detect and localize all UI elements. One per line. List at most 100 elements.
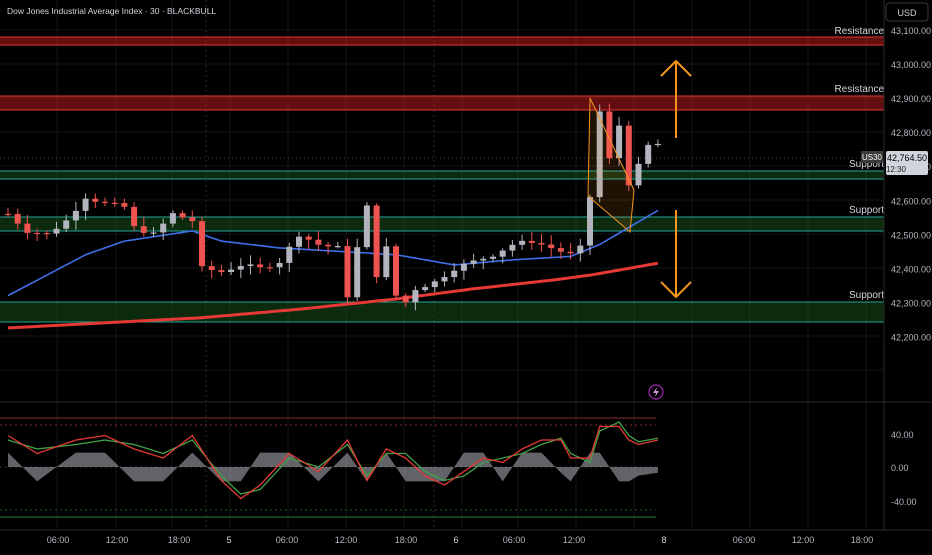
candle [14,208,21,230]
resistance-zone-upper[interactable] [0,36,884,46]
down-arrow[interactable] [660,210,692,299]
candle [431,278,438,293]
oscillator-histogram [8,452,658,482]
candle [548,235,555,257]
candle [587,194,593,255]
resistance-zone-lower[interactable] [0,95,884,111]
candle [169,210,176,228]
price-tick: 43,000.00 [891,60,931,70]
candle [82,193,89,221]
support-zone-lower[interactable] [0,301,884,323]
candle [24,214,31,240]
time-axis[interactable]: 06:00 12:00 18:00 5 06:00 12:00 18:00 6 06:00 12:… [47,535,874,545]
svg-text:USD: USD [897,8,917,18]
price-tick: 42,600.00 [891,196,931,206]
resistance-label-2: Resistance [835,84,885,95]
oscillator-panel [0,417,659,518]
candle [451,262,458,283]
candle [616,116,623,166]
symbol-name: US30 [862,153,883,162]
candle [499,248,506,264]
time-tick: 18:00 [395,535,418,545]
candle [43,230,50,240]
oscillator-fast-line [7,425,659,500]
price-tick: 42,300.00 [891,298,931,308]
lightning-alert-icon[interactable] [648,384,664,400]
candle [111,197,118,207]
candle [354,238,361,302]
time-tick: 8 [661,535,666,545]
candle [199,216,205,272]
oscillator-axis[interactable]: 40.00 0.00 -40.00 [891,430,917,507]
candle [305,233,312,250]
candle [334,242,341,249]
osc-tick-40: 40.00 [891,430,914,440]
falling-wedge-drawing[interactable] [587,97,635,234]
support-label-1: Support [849,159,884,170]
candle [645,141,652,168]
candle [422,283,429,293]
candle [315,231,322,252]
support-zone-upper[interactable] [0,170,884,180]
candle [53,221,60,237]
candle [160,218,167,241]
candle [237,258,244,279]
candle [296,231,302,254]
candle [228,261,235,276]
currency-button[interactable]: USD [885,2,929,22]
candle [490,254,496,263]
time-tick: 06:00 [276,535,299,545]
candle [208,260,215,279]
candle [470,253,477,268]
candle [635,156,642,189]
candle [363,202,370,250]
osc-tick-neg40: -40.00 [891,497,917,507]
time-tick: 12:00 [335,535,358,545]
candle [102,197,108,207]
osc-tick-0: 0.00 [891,463,909,473]
candle [393,243,399,300]
candle [557,242,564,260]
candle [373,203,380,284]
time-tick: 12:00 [563,535,586,545]
candle [140,217,147,237]
time-tick: 06:00 [503,535,526,545]
candle [218,264,225,277]
candle [276,257,283,275]
price-tick: 42,800.00 [891,128,931,138]
time-tick: 18:00 [168,535,191,545]
candle [577,238,584,262]
candle [34,228,41,241]
time-tick: 6 [453,535,458,545]
candle [257,257,264,274]
candle [179,210,186,220]
support-label-2: Support [849,205,884,216]
candlestick-series [5,103,661,311]
price-tick: 42,400.00 [891,264,931,274]
candle [63,214,70,233]
candle [509,239,516,257]
up-arrow[interactable] [660,59,692,138]
symbol-price-tag[interactable]: US30 42,764.50 12:30 [861,151,928,175]
chart-title: Dow Jones Industrial Average Index · 30 … [7,6,216,16]
candle [266,262,273,272]
candle [189,210,196,228]
time-tick: 18:00 [851,535,874,545]
candle [150,226,157,237]
candle [325,241,332,255]
bar-countdown: 12:30 [886,165,907,174]
candle [441,271,448,287]
candle [286,242,293,273]
candle [383,237,390,281]
candle [528,232,535,250]
support-label-3: Support [849,290,884,301]
support-zone-middle[interactable] [0,216,884,232]
candle [654,139,661,148]
ma-fast-line [7,209,659,297]
candle [92,193,99,208]
resistance-label-1: Resistance [835,26,885,37]
candle [519,234,526,251]
time-tick: 06:00 [47,535,70,545]
